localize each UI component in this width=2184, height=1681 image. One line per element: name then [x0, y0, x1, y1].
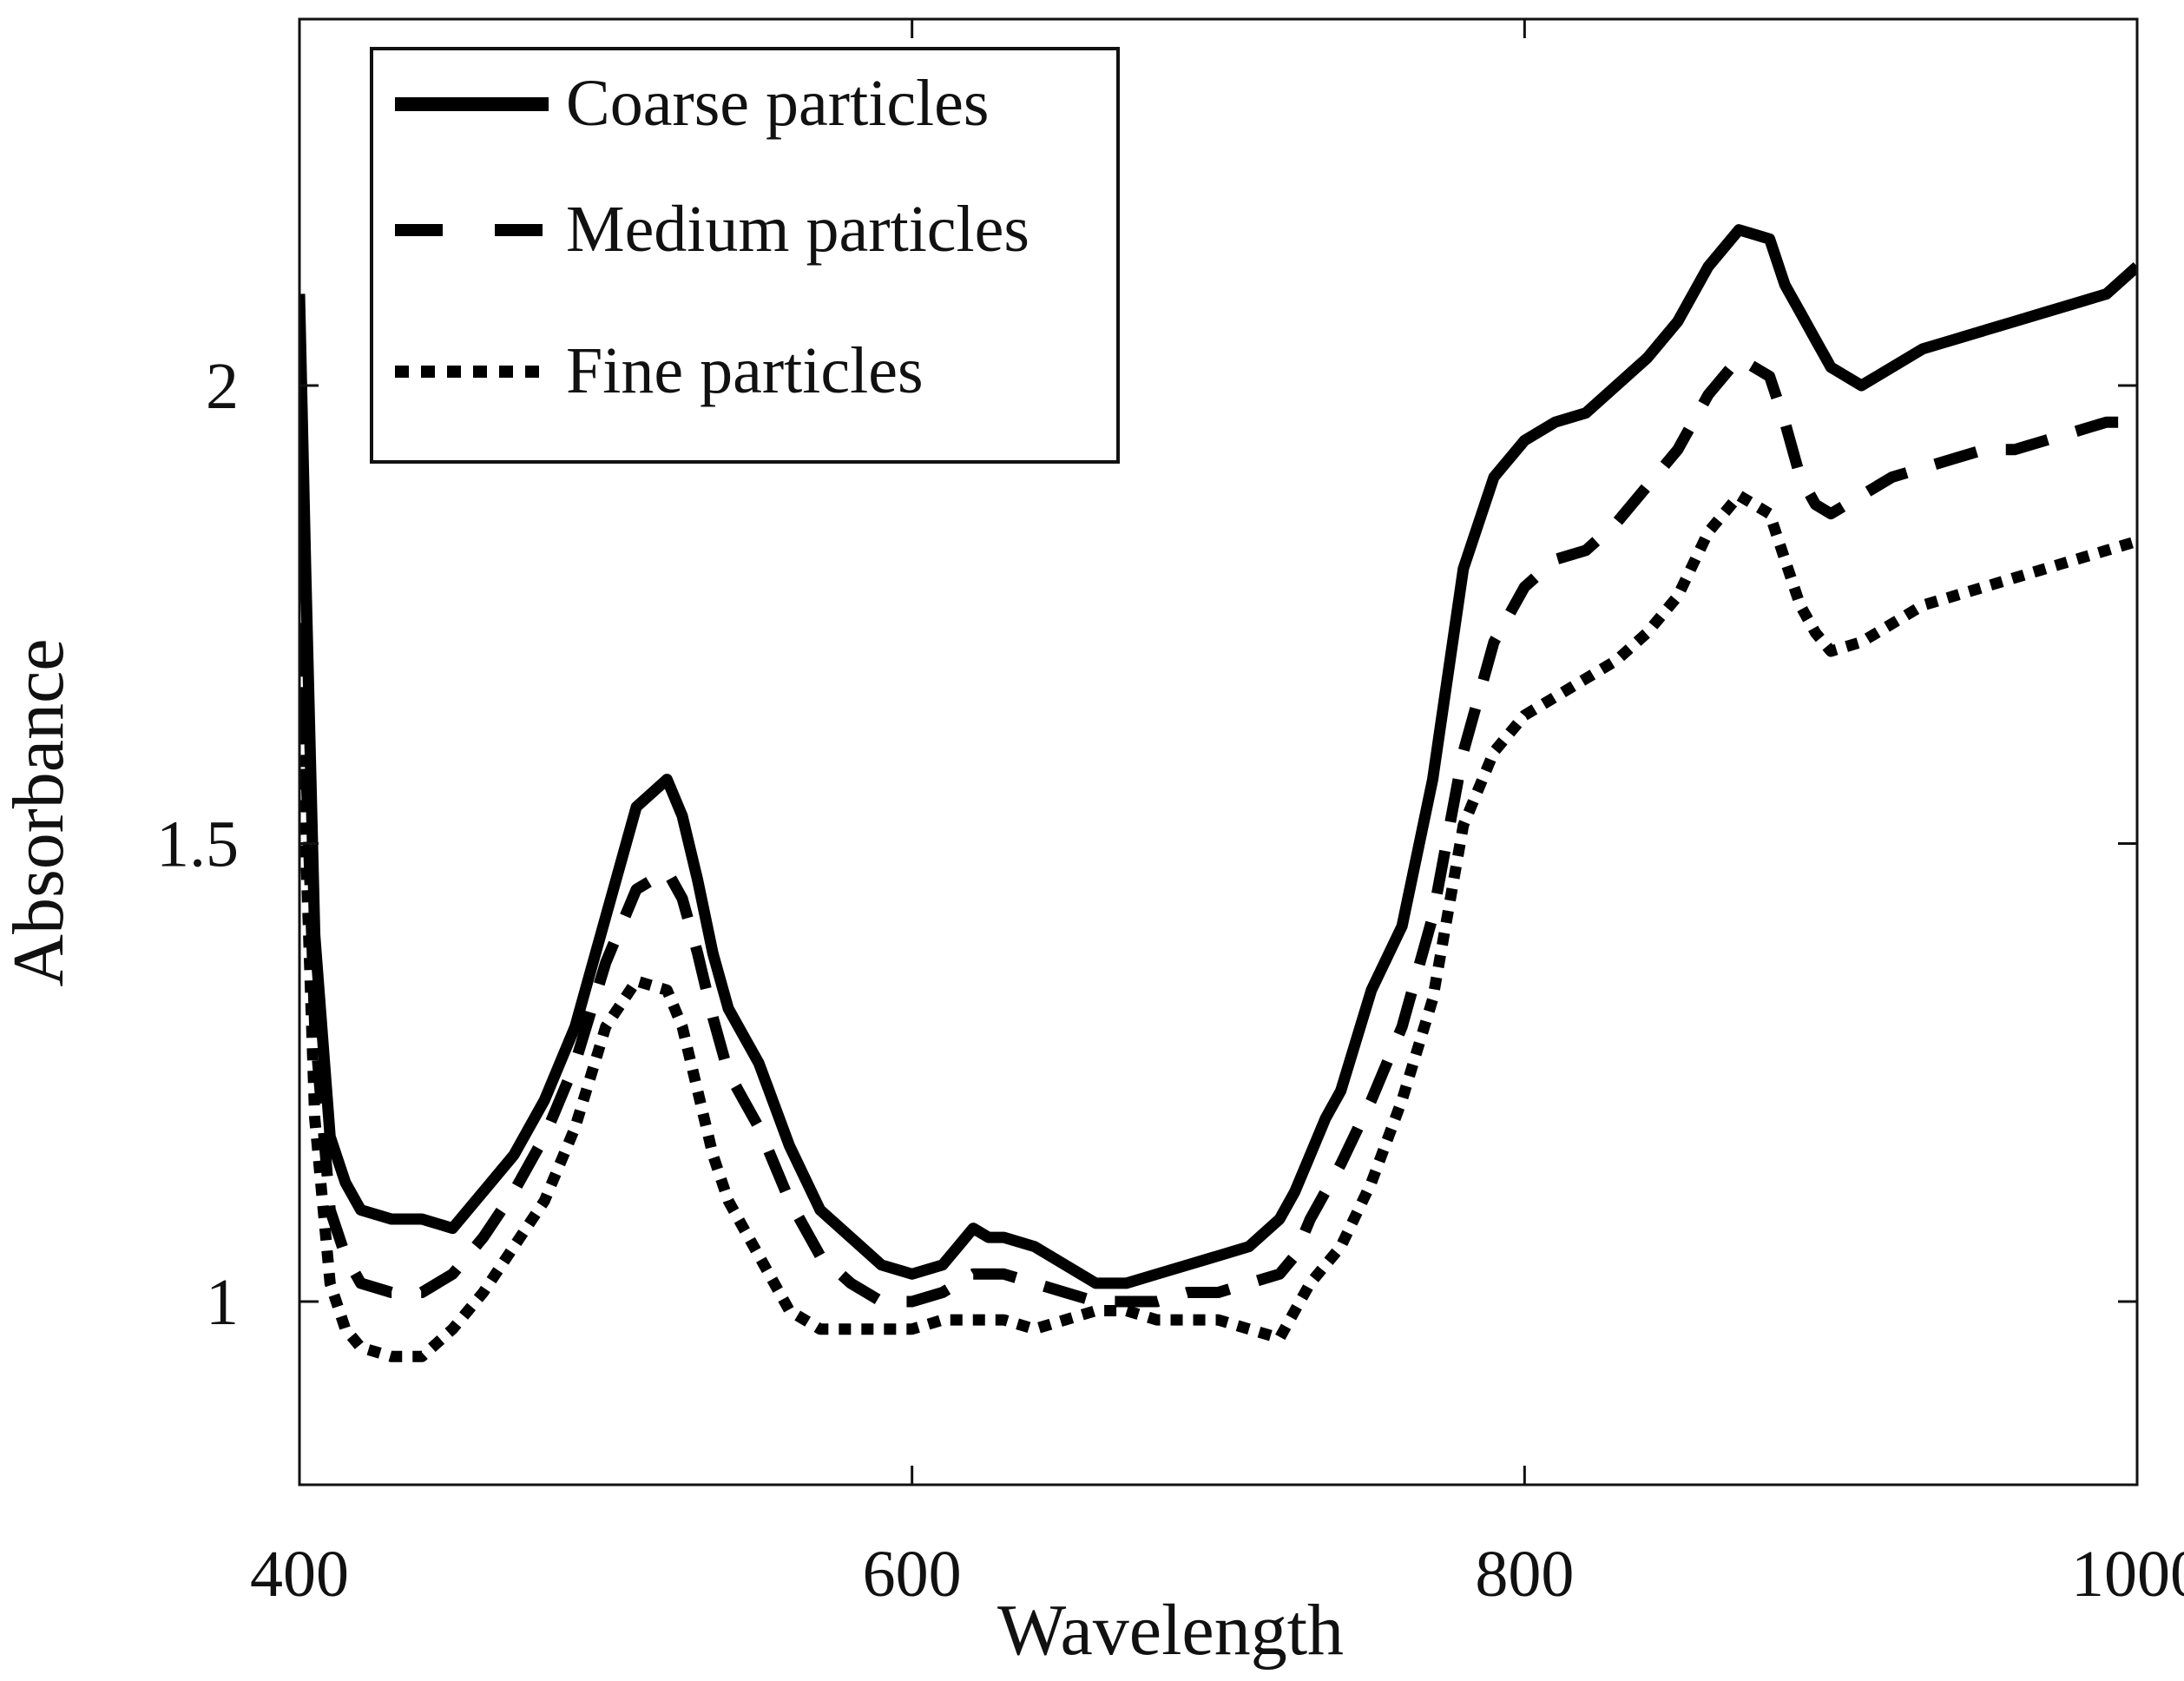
- legend-label-coarse: Coarse particles: [566, 67, 989, 140]
- series-coarse-line: [299, 224, 2137, 1289]
- legend-label-fine: Fine particles: [566, 334, 924, 407]
- legend-box: [370, 47, 1120, 464]
- axis-ticks: 400 600 800 1000 1 1.5 2: [156, 19, 2184, 1611]
- x-tick-label: 1000: [2071, 1538, 2184, 1611]
- y-axis-title: Absorbance: [0, 638, 79, 986]
- y-tick-label: 2: [206, 350, 239, 423]
- plot-frame: [298, 17, 2139, 1487]
- y-tick-label: 1.5: [156, 808, 239, 881]
- x-tick-label: 400: [250, 1538, 349, 1611]
- x-tick-label: 800: [1475, 1538, 1574, 1611]
- series-fine-line: [299, 490, 2137, 1362]
- y-tick-label: 1: [206, 1266, 239, 1339]
- x-axis-title: Wavelength: [997, 1590, 1344, 1671]
- legend-label-medium: Medium particles: [566, 193, 1030, 266]
- plot-area: [299, 224, 2137, 1362]
- legend: Coarse particles Medium particles Fine p…: [370, 47, 1120, 464]
- x-tick-label: 600: [863, 1538, 962, 1611]
